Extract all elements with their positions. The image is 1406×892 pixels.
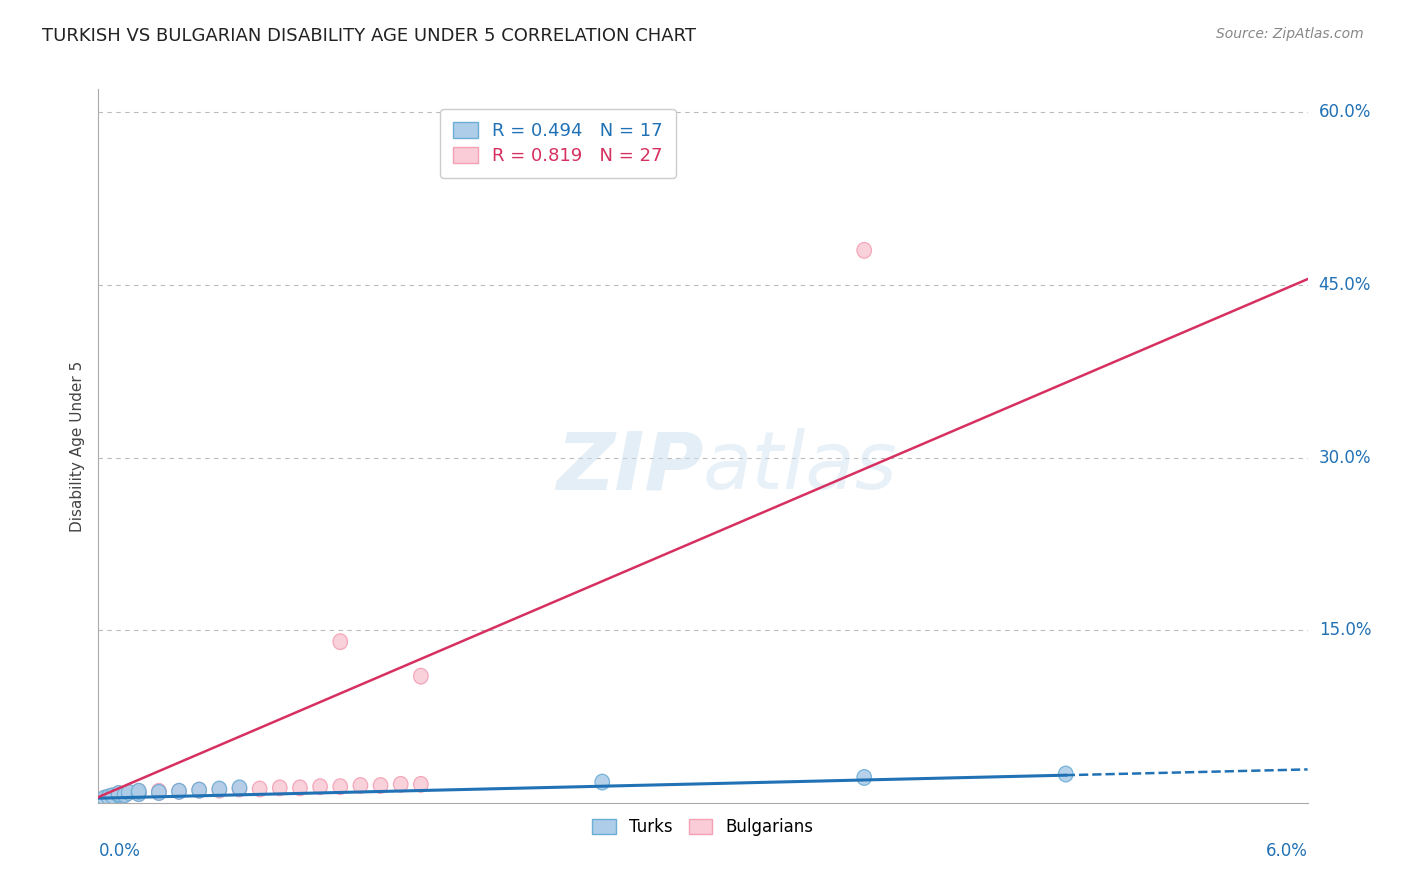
Ellipse shape (333, 634, 347, 649)
Ellipse shape (232, 781, 246, 797)
Text: atlas: atlas (703, 428, 898, 507)
Ellipse shape (121, 785, 136, 800)
Ellipse shape (273, 780, 287, 796)
Ellipse shape (117, 787, 132, 803)
Ellipse shape (105, 788, 120, 804)
Ellipse shape (292, 780, 307, 796)
Ellipse shape (394, 777, 408, 792)
Ellipse shape (132, 786, 146, 801)
Ellipse shape (132, 786, 146, 801)
Ellipse shape (117, 787, 132, 803)
Ellipse shape (353, 778, 367, 793)
Ellipse shape (858, 770, 872, 785)
Ellipse shape (333, 779, 347, 795)
Text: 60.0%: 60.0% (1319, 103, 1371, 121)
Ellipse shape (111, 787, 125, 803)
Ellipse shape (152, 785, 166, 800)
Text: 0.0%: 0.0% (98, 842, 141, 860)
Text: ZIP: ZIP (555, 428, 703, 507)
Ellipse shape (111, 786, 125, 801)
Text: 30.0%: 30.0% (1319, 449, 1371, 467)
Ellipse shape (413, 777, 427, 792)
Ellipse shape (152, 783, 166, 799)
Ellipse shape (1059, 766, 1073, 782)
Ellipse shape (212, 782, 226, 798)
Ellipse shape (374, 778, 388, 793)
Y-axis label: Disability Age Under 5: Disability Age Under 5 (69, 360, 84, 532)
Ellipse shape (111, 787, 125, 803)
Text: TURKISH VS BULGARIAN DISABILITY AGE UNDER 5 CORRELATION CHART: TURKISH VS BULGARIAN DISABILITY AGE UNDE… (42, 27, 696, 45)
Ellipse shape (97, 790, 111, 806)
Ellipse shape (132, 783, 146, 799)
Ellipse shape (105, 788, 120, 804)
Ellipse shape (152, 785, 166, 800)
Ellipse shape (232, 780, 246, 796)
Text: 45.0%: 45.0% (1319, 276, 1371, 293)
Ellipse shape (595, 774, 609, 790)
Ellipse shape (193, 782, 207, 798)
Ellipse shape (101, 789, 115, 805)
Text: Source: ZipAtlas.com: Source: ZipAtlas.com (1216, 27, 1364, 41)
Ellipse shape (253, 781, 267, 797)
Ellipse shape (132, 783, 146, 799)
Ellipse shape (858, 243, 872, 258)
Ellipse shape (413, 668, 427, 684)
Ellipse shape (172, 783, 186, 799)
Legend: Turks, Bulgarians: Turks, Bulgarians (583, 810, 823, 845)
Ellipse shape (193, 782, 207, 798)
Ellipse shape (111, 786, 125, 801)
Ellipse shape (101, 789, 115, 805)
Ellipse shape (121, 785, 136, 800)
Ellipse shape (97, 790, 111, 806)
Text: 15.0%: 15.0% (1319, 621, 1371, 640)
Ellipse shape (172, 783, 186, 799)
Text: 6.0%: 6.0% (1265, 842, 1308, 860)
Ellipse shape (314, 779, 328, 795)
Ellipse shape (212, 781, 226, 797)
